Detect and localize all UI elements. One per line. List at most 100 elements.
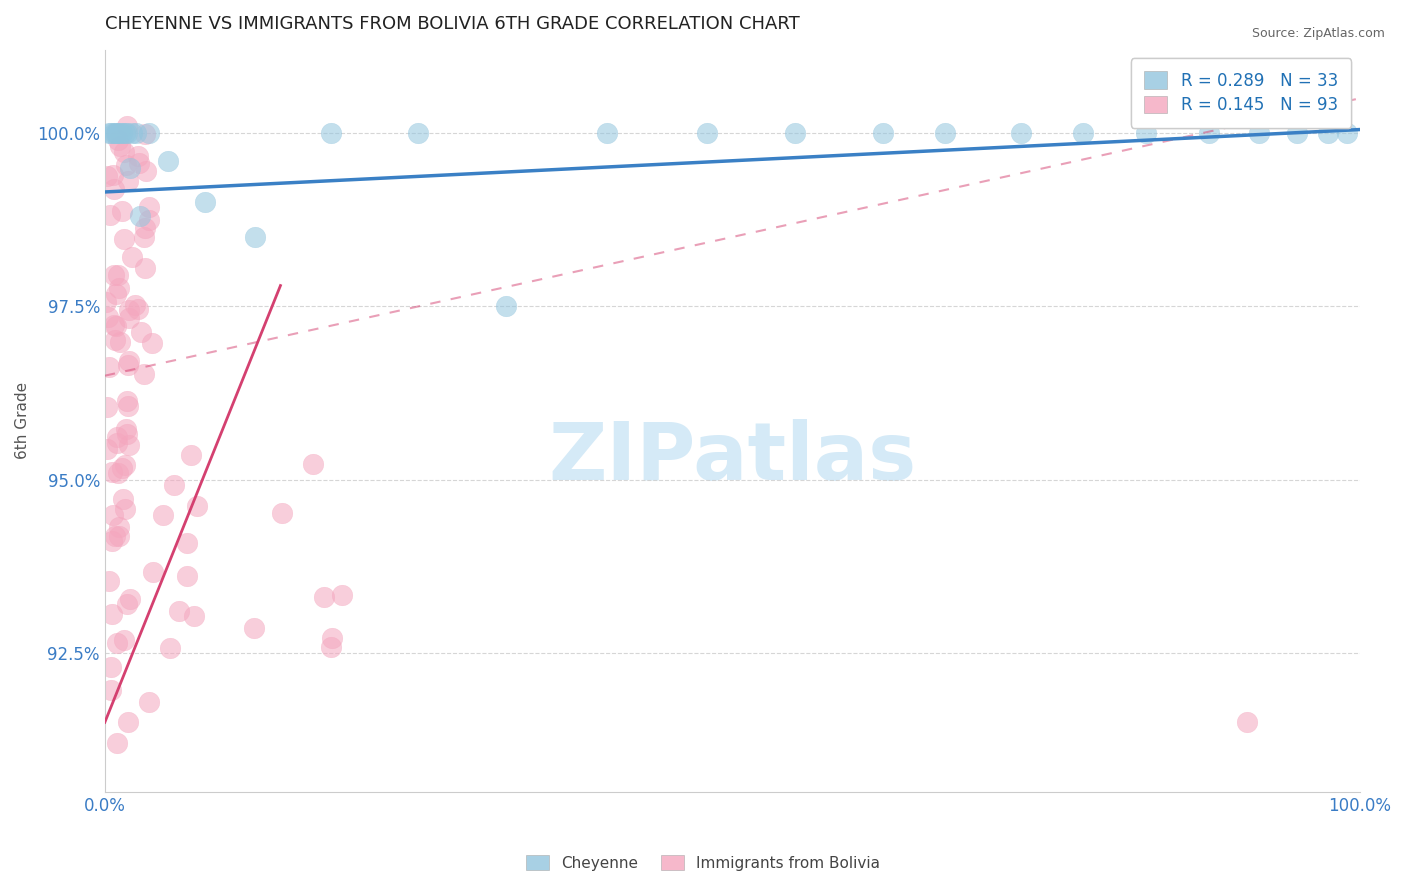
Point [183,608,205,623]
Point [132,367,155,381]
Point [111,203,134,218]
Point [115,598,138,612]
Point [934,126,956,140]
Point [312,590,335,604]
Point [112,145,135,160]
Legend: Cheyenne, Immigrants from Bolivia: Cheyenne, Immigrants from Bolivia [520,848,886,877]
Point [167,604,190,618]
Point [105,287,128,301]
Point [107,636,129,650]
Point [101,534,124,549]
Point [100,208,122,222]
Point [156,153,179,168]
Point [321,631,343,645]
Point [100,126,122,140]
Point [101,465,124,479]
Point [115,427,138,442]
Point [127,301,149,316]
Point [101,607,124,621]
Point [595,126,617,140]
Point [121,250,143,264]
Point [1285,126,1308,140]
Point [319,126,342,140]
Point [115,158,138,172]
Point [97,310,120,324]
Point [115,394,138,409]
Point [115,119,138,133]
Point [117,354,139,368]
Point [142,565,165,579]
Point [108,126,131,140]
Point [115,422,138,436]
Point [135,164,157,178]
Point [114,458,136,472]
Point [1198,126,1220,140]
Point [100,683,122,698]
Point [105,126,128,140]
Point [108,139,131,153]
Point [163,478,186,492]
Point [100,659,122,673]
Point [96,442,118,457]
Point [111,126,134,140]
Point [108,529,131,543]
Point [194,195,217,210]
Point [330,588,353,602]
Point [243,621,266,635]
Point [118,438,141,452]
Point [103,318,125,332]
Point [111,460,134,475]
Point [114,502,136,516]
Point [105,436,128,450]
Point [125,126,148,140]
Point [127,149,149,163]
Point [94,295,117,310]
Point [107,467,129,481]
Point [117,358,139,372]
Point [108,519,131,533]
Point [1073,126,1095,140]
Point [245,230,267,244]
Point [101,508,124,523]
Point [112,491,135,506]
Point [96,169,118,183]
Point [134,221,156,235]
Point [176,569,198,583]
Point [96,400,118,414]
Point [118,161,141,175]
Point [271,506,294,520]
Point [105,318,128,333]
Point [117,126,139,140]
Point [117,399,139,413]
Point [1249,126,1271,140]
Point [97,126,120,140]
Point [180,448,202,462]
Point [129,325,152,339]
Point [129,209,152,223]
Point [408,126,430,140]
Point [107,281,129,295]
Point [1010,126,1032,140]
Point [114,126,136,140]
Point [117,714,139,729]
Point [176,536,198,550]
Point [138,200,160,214]
Point [103,126,125,140]
Point [107,133,129,147]
Point [118,311,141,326]
Point [103,168,125,182]
Point [783,126,806,140]
Point [696,126,718,140]
Point [105,430,128,444]
Point [872,126,894,140]
Point [105,126,128,140]
Point [121,126,143,140]
Point [138,126,160,140]
Point [159,641,181,656]
Point [319,640,342,654]
Text: ZIPatlas: ZIPatlas [548,419,917,497]
Point [97,574,120,588]
Point [103,268,125,282]
Text: Source: ZipAtlas.com: Source: ZipAtlas.com [1251,27,1385,40]
Point [118,303,141,318]
